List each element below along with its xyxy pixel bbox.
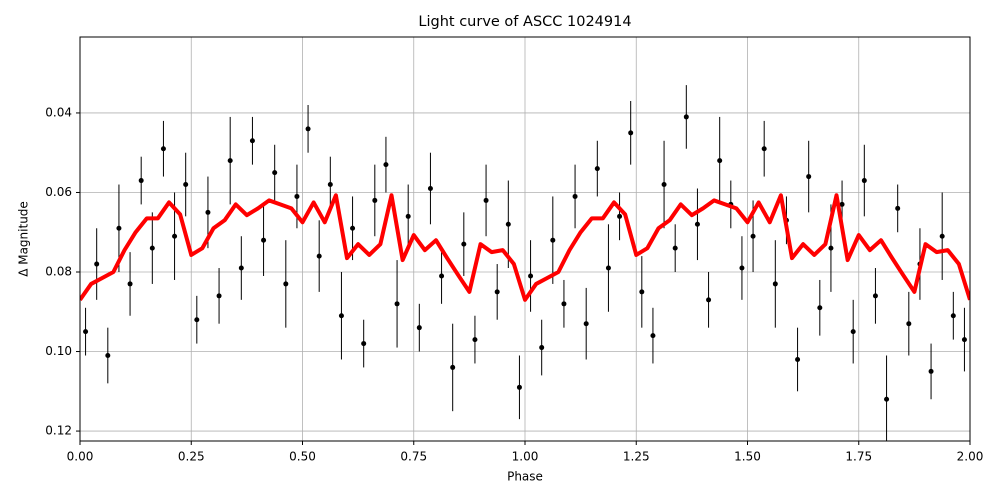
- data-point: [94, 261, 100, 267]
- data-point: [372, 197, 378, 203]
- data-point: [594, 166, 600, 172]
- x-tick-label: 0.00: [67, 450, 94, 464]
- data-point: [427, 186, 433, 191]
- data-point: [338, 313, 344, 319]
- data-point: [828, 245, 834, 251]
- data-point: [605, 265, 611, 271]
- data-point: [272, 170, 278, 176]
- data-point: [817, 305, 823, 311]
- x-tick-label: 1.75: [845, 450, 872, 464]
- data-point: [439, 273, 445, 279]
- data-point: [305, 126, 311, 132]
- data-point: [661, 182, 667, 188]
- data-point: [750, 233, 756, 239]
- y-tick-label: 0.04: [45, 105, 72, 119]
- x-tick-label: 0.75: [400, 450, 427, 464]
- data-point: [539, 345, 545, 351]
- x-axis-label: Phase: [507, 470, 543, 484]
- x-tick-label: 2.00: [957, 450, 984, 464]
- y-tick-label: 0.06: [45, 185, 72, 199]
- data-point: [483, 197, 489, 203]
- data-point: [950, 313, 956, 319]
- data-point: [717, 158, 723, 164]
- data-point: [149, 245, 155, 251]
- data-point: [884, 396, 890, 402]
- data-point: [583, 321, 589, 327]
- x-tick-label: 1.50: [734, 450, 761, 464]
- data-point: [861, 178, 867, 184]
- data-point: [528, 273, 534, 279]
- data-point: [683, 114, 689, 120]
- data-point: [316, 253, 322, 259]
- data-point: [350, 225, 356, 231]
- x-tick-label: 0.25: [178, 450, 205, 464]
- data-point: [839, 201, 845, 207]
- data-point: [472, 337, 478, 343]
- data-point: [772, 281, 778, 287]
- x-tick-label: 1.00: [512, 450, 539, 464]
- data-point: [205, 209, 211, 215]
- data-point: [216, 293, 222, 299]
- x-tick-label: 1.25: [623, 450, 650, 464]
- data-point: [706, 297, 712, 303]
- data-point: [105, 353, 111, 359]
- data-point: [249, 138, 255, 144]
- data-point: [650, 333, 656, 339]
- chart-title: Light curve of ASCC 1024914: [418, 14, 631, 30]
- data-point: [227, 158, 233, 164]
- data-point: [850, 329, 856, 335]
- data-point: [672, 245, 678, 251]
- data-point: [739, 265, 745, 271]
- data-point: [238, 265, 244, 271]
- data-point: [516, 384, 522, 390]
- data-point: [416, 325, 422, 331]
- data-point: [639, 289, 645, 295]
- data-point: [906, 321, 912, 327]
- data-point: [761, 146, 767, 152]
- data-point: [327, 182, 333, 188]
- data-point: [872, 293, 878, 299]
- data-point: [939, 233, 945, 239]
- data-point: [561, 301, 567, 307]
- data-point: [795, 356, 801, 362]
- data-point: [361, 341, 367, 347]
- data-point: [928, 368, 934, 374]
- x-tick-label: 0.50: [289, 450, 316, 464]
- data-point: [505, 221, 511, 227]
- data-point: [83, 329, 89, 335]
- data-point: [895, 205, 901, 211]
- data-point: [494, 289, 500, 295]
- data-point: [450, 364, 456, 370]
- data-point: [194, 317, 200, 323]
- data-point: [394, 301, 400, 307]
- data-point: [405, 213, 411, 219]
- data-point: [628, 130, 634, 136]
- plot-frame: [79, 36, 971, 442]
- data-point: [294, 193, 300, 199]
- data-point: [283, 281, 289, 287]
- data-point: [617, 213, 623, 219]
- data-point: [694, 221, 700, 227]
- data-point: [961, 337, 967, 343]
- data-point: [806, 174, 812, 180]
- y-axis-label: Δ Magnitude: [17, 201, 31, 277]
- data-point: [127, 281, 133, 287]
- data-point: [550, 237, 556, 243]
- y-tick-label: 0.10: [45, 344, 72, 358]
- data-point: [261, 237, 267, 243]
- data-point: [138, 178, 144, 184]
- data-point: [383, 162, 389, 168]
- data-point: [183, 182, 189, 188]
- data-point: [572, 193, 578, 199]
- data-point: [116, 225, 122, 231]
- y-tick-label: 0.08: [45, 265, 72, 279]
- data-point: [461, 241, 467, 247]
- model-curve: [80, 193, 970, 302]
- data-point: [160, 146, 166, 152]
- y-tick-label: 0.12: [45, 424, 72, 438]
- data-point: [172, 233, 178, 239]
- plot-area: [80, 85, 970, 441]
